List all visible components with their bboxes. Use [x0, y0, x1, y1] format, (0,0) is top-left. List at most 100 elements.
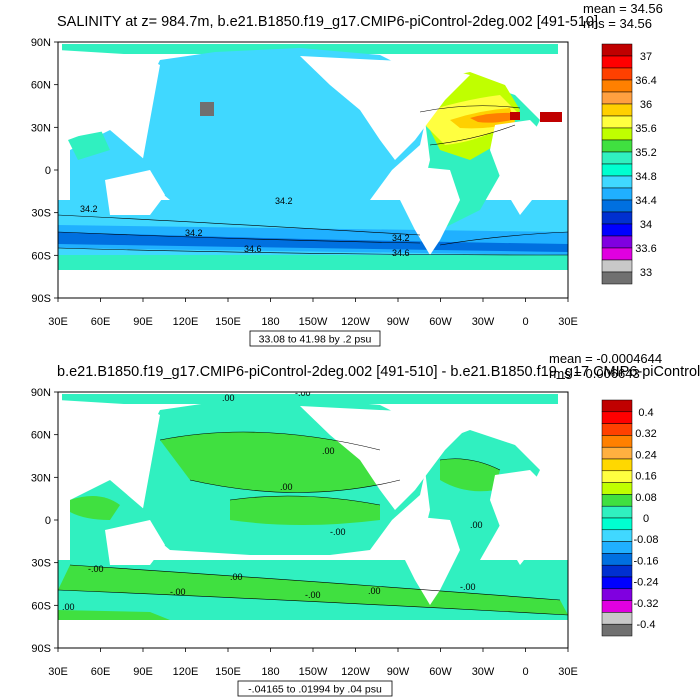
colorbar-swatch: [601, 541, 633, 554]
bottom-south-america-land: [395, 515, 460, 605]
colorbar-swatch: [601, 235, 633, 249]
lon-label: 0: [522, 316, 528, 328]
colorbar-label: -0.16: [633, 555, 658, 567]
colorbar-swatch: [601, 505, 633, 519]
colorbar-label: 34.4: [635, 195, 656, 207]
colorbar-swatch: [601, 259, 633, 273]
lat-label: 90N: [31, 387, 51, 399]
colorbar-swatch: [601, 91, 633, 105]
colorbar-label: 0.16: [635, 471, 656, 483]
bottom-africa-land: [490, 470, 555, 565]
top-axes: 90N 60N 30N 0 30S 60S 90S 30E 60E 90E 120E 150E 180 1…: [31, 37, 578, 328]
top-contour-label: 34.2: [185, 228, 203, 238]
lat-label: 0: [45, 515, 51, 527]
colorbar-swatch: [601, 43, 633, 57]
colorbar-swatch: [601, 446, 633, 460]
lon-label: 150E: [215, 666, 241, 678]
colorbar-label: 35.2: [635, 147, 656, 159]
colorbar-swatch: [601, 271, 633, 285]
colorbar-label: 34: [640, 219, 652, 231]
bottom-contour-label: .00: [222, 393, 235, 403]
top-map-field: 34.2 34.2 34.2 34.2 34.6 34.6: [58, 42, 568, 298]
colorbar-swatch: [601, 175, 633, 189]
top-range-box: [249, 330, 381, 347]
top-contour-label: 34.6: [392, 248, 410, 258]
top-contour-label-group: 34.2 34.2 34.2 34.2 34.6 34.6: [80, 196, 410, 258]
colorbar-label: 33: [640, 267, 652, 279]
lon-label: 30E: [558, 316, 578, 328]
lon-label: 60E: [91, 316, 111, 328]
lon-label: 30W: [472, 316, 495, 328]
lat-label: 60S: [31, 250, 51, 262]
lon-label: 90W: [387, 316, 410, 328]
bottom-axes: 90N 60N 30N 0 30S 60S 90S 30E 60E 90E 120E 150E 180 1…: [31, 387, 578, 678]
lon-label: 60W: [429, 666, 452, 678]
colorbar-swatch: [601, 223, 633, 237]
bottom-range-box: [237, 680, 393, 697]
colorbar-swatch: [601, 435, 633, 448]
colorbar-label: 0: [643, 513, 649, 525]
colorbar-label: 35.6: [635, 123, 656, 135]
colorbar-swatch: [601, 211, 633, 225]
bottom-map-field: .00 -.00 .00 .00 -.00 -.00 -.00 .00 -.00…: [58, 392, 568, 648]
lat-label: 30S: [31, 208, 51, 220]
top-contour-label: 34.2: [275, 196, 293, 206]
bottom-rms-stat: rms = 0.006643: [549, 366, 640, 381]
lon-label: 0: [522, 666, 528, 678]
bottom-contour-label: .00: [470, 520, 483, 530]
bottom-north-america-land: [300, 406, 470, 510]
colorbar-swatch: [601, 103, 633, 117]
colorbar-swatch: [601, 199, 633, 213]
top-contour-label: 34.2: [392, 233, 410, 243]
bottom-contour-label: .00: [230, 572, 243, 582]
colorbar-swatch: [601, 564, 633, 578]
bottom-australia-land: [105, 520, 165, 565]
colorbar-swatch: [601, 139, 633, 153]
bottom-contour-label: .00: [280, 482, 293, 492]
bottom-contour-label: -.00: [88, 564, 104, 574]
top-colorbar: 37 36.4 36 35.6 35.2 34.8 34.4 34 33.6 33: [601, 43, 657, 285]
colorbar-label: 37: [640, 51, 652, 63]
lon-label: 120E: [173, 666, 199, 678]
lon-label: 150W: [299, 666, 328, 678]
lon-label: 120W: [341, 316, 370, 328]
lat-label: 60S: [31, 600, 51, 612]
colorbar-swatch: [601, 600, 633, 613]
top-north-america-land: [300, 56, 470, 160]
colorbar-swatch: [601, 67, 633, 81]
bottom-contour-label: -.00: [460, 582, 476, 592]
lon-label: 60W: [429, 316, 452, 328]
colorbar-label: -0.08: [633, 534, 658, 546]
colorbar-label: -0.4: [637, 619, 656, 631]
top-range-note: 33.08 to 41.98 by .2 psu: [259, 334, 372, 346]
bottom-antarctica-land: [58, 620, 568, 648]
top-australia-land: [105, 170, 165, 215]
bottom-mean-stat: mean = -0.0004644: [549, 351, 662, 366]
top-rms-stat: rms = 34.56: [583, 16, 652, 31]
colorbar-swatch: [601, 612, 633, 625]
colorbar-label: 36: [640, 99, 652, 111]
lat-label: 60N: [31, 430, 51, 442]
lon-label: 180: [261, 316, 279, 328]
top-marginal-sea: [200, 102, 214, 116]
colorbar-label: 0.24: [635, 449, 656, 461]
colorbar-swatch: [601, 470, 633, 483]
bottom-contour-lines: [58, 431, 568, 616]
bottom-contour-label: -.00: [170, 587, 186, 597]
lon-label: 30W: [472, 666, 495, 678]
lat-label: 30S: [31, 558, 51, 570]
lon-label: 90W: [387, 666, 410, 678]
bottom-title: b.e21.B1850.f19_g17.CMIP6-piControl-2deg…: [57, 364, 700, 380]
colorbar-label: 0.4: [638, 407, 653, 419]
colorbar-label: 33.6: [635, 243, 656, 255]
colorbar-swatch: [601, 247, 633, 261]
bottom-contour-label: -.00: [305, 590, 321, 600]
bottom-colorbar: 0.4 0.32 0.24 0.16 0.08 0 -0.08 -0.16 -0.24 -0.32…: [601, 399, 659, 637]
colorbar-swatch: [601, 187, 633, 201]
colorbar-swatch: [601, 553, 633, 566]
lon-label: 120E: [173, 316, 199, 328]
top-title: SALINITY at z= 984.7m, b.e21.B1850.f19_g…: [57, 14, 598, 30]
lon-label: 120W: [341, 666, 370, 678]
lon-label: 150E: [215, 316, 241, 328]
